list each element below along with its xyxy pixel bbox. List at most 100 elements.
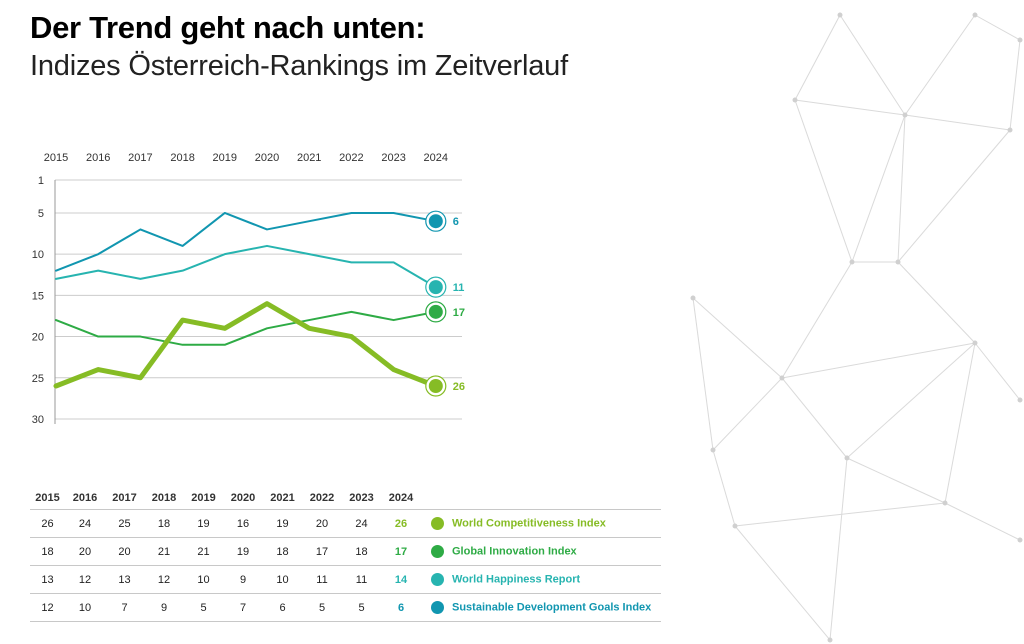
legend-item: World Happiness Report (421, 565, 661, 594)
network-node (792, 97, 798, 103)
data-point (392, 368, 396, 372)
table-cell-latest: 26 (381, 509, 421, 538)
network-link (794, 99, 906, 116)
network-link (712, 449, 736, 527)
table-cell: 11 (342, 565, 381, 594)
table-cell: 21 (184, 537, 223, 566)
table-cell: 10 (65, 593, 105, 622)
network-node (942, 500, 948, 506)
data-point (223, 326, 227, 330)
series-end-label: 17 (453, 307, 465, 319)
data-point (349, 211, 353, 215)
network-link (839, 14, 906, 116)
table-cell: 21 (144, 537, 184, 566)
table-cell: 18 (263, 537, 302, 566)
table-cell-latest: 14 (381, 565, 421, 594)
legend-dot-icon (431, 601, 444, 614)
network-link (851, 114, 906, 263)
network-node (690, 295, 696, 301)
network-node (844, 455, 850, 461)
network-node (779, 375, 785, 381)
year-header-2016: 2016 (72, 492, 98, 504)
ranking-data-table: 2015 2016 2017 2018 2019 2020 2021 2022 … (30, 487, 661, 622)
table-row-world-competitiveness: 26 24 25 18 19 16 19 20 24 26 World Comp… (30, 509, 661, 538)
year-header-2024: 2024 (388, 492, 414, 504)
network-node (1007, 127, 1013, 133)
table-row-global-innovation: 18 20 20 21 21 19 18 17 18 17 Global Inn… (30, 537, 661, 566)
data-point (223, 343, 227, 347)
data-point (181, 269, 185, 273)
network-link (794, 14, 841, 101)
network-link (974, 14, 1021, 41)
data-point (223, 211, 227, 215)
network-link (734, 525, 831, 641)
network-node (972, 340, 978, 346)
table-cell: 18 (30, 537, 65, 566)
year-header-2021: 2021 (270, 492, 295, 504)
legend-label: Global Innovation Index (452, 545, 577, 558)
data-point (307, 252, 311, 256)
year-header-2020: 2020 (230, 492, 256, 504)
table-cell: 10 (263, 565, 302, 594)
network-link (897, 261, 976, 344)
y-tick-label-15: 15 (32, 290, 44, 302)
data-point (265, 227, 269, 231)
network-link (794, 99, 853, 263)
legend-item: Sustainable Development Goals Index (421, 593, 661, 622)
data-point (138, 277, 142, 281)
legend-item: Global Innovation Index (421, 537, 661, 566)
legend-header (421, 487, 661, 510)
network-link (846, 342, 976, 459)
table-cell: 12 (30, 593, 65, 622)
data-point (349, 335, 353, 339)
data-point (349, 310, 353, 314)
table-cell: 13 (30, 565, 65, 594)
network-node (895, 259, 901, 265)
table-cell: 19 (223, 537, 263, 566)
x-tick-label-2017: 2017 (128, 152, 152, 164)
data-point (307, 318, 311, 322)
data-point (54, 269, 58, 273)
table-cell: 19 (263, 509, 302, 538)
x-tick-label-2024: 2024 (424, 152, 448, 164)
data-point (181, 318, 185, 322)
network-link (712, 377, 783, 451)
network-node (902, 112, 908, 118)
table-cell: 6 (263, 593, 302, 622)
table-cell: 13 (105, 565, 144, 594)
table-cell: 25 (105, 509, 144, 538)
legend-dot-icon (431, 517, 444, 530)
y-tick-label-5: 5 (38, 208, 44, 220)
table-cell: 24 (65, 509, 105, 538)
data-point (265, 302, 269, 306)
data-point (181, 244, 185, 248)
series-end-marker (428, 379, 443, 393)
page-subtitle: Indizes Österreich-Rankings im Zeitverla… (30, 50, 568, 82)
table-cell: 26 (30, 509, 65, 538)
network-node (710, 447, 716, 453)
network-link (692, 297, 783, 379)
y-tick-label-30: 30 (32, 414, 44, 426)
table-header-row: 2015 2016 2017 2018 2019 2020 2021 2022 … (30, 487, 661, 510)
series-line-2 (55, 310, 437, 346)
network-link (846, 457, 946, 504)
network-node (732, 523, 738, 529)
table-cell: 5 (342, 593, 381, 622)
network-link (944, 502, 1021, 541)
data-point (223, 252, 227, 256)
series-end-marker (428, 214, 443, 229)
data-point (392, 260, 396, 264)
network-node (972, 12, 978, 18)
data-point (138, 335, 142, 339)
x-tick-label-2019: 2019 (213, 152, 237, 164)
table-cell: 12 (65, 565, 105, 594)
legend-dot-icon (431, 573, 444, 586)
table-cell: 19 (184, 509, 223, 538)
data-point (181, 343, 185, 347)
data-point (307, 326, 311, 330)
network-link (1009, 39, 1021, 131)
year-header-2019: 2019 (191, 492, 216, 504)
series-line-1 (55, 244, 437, 289)
